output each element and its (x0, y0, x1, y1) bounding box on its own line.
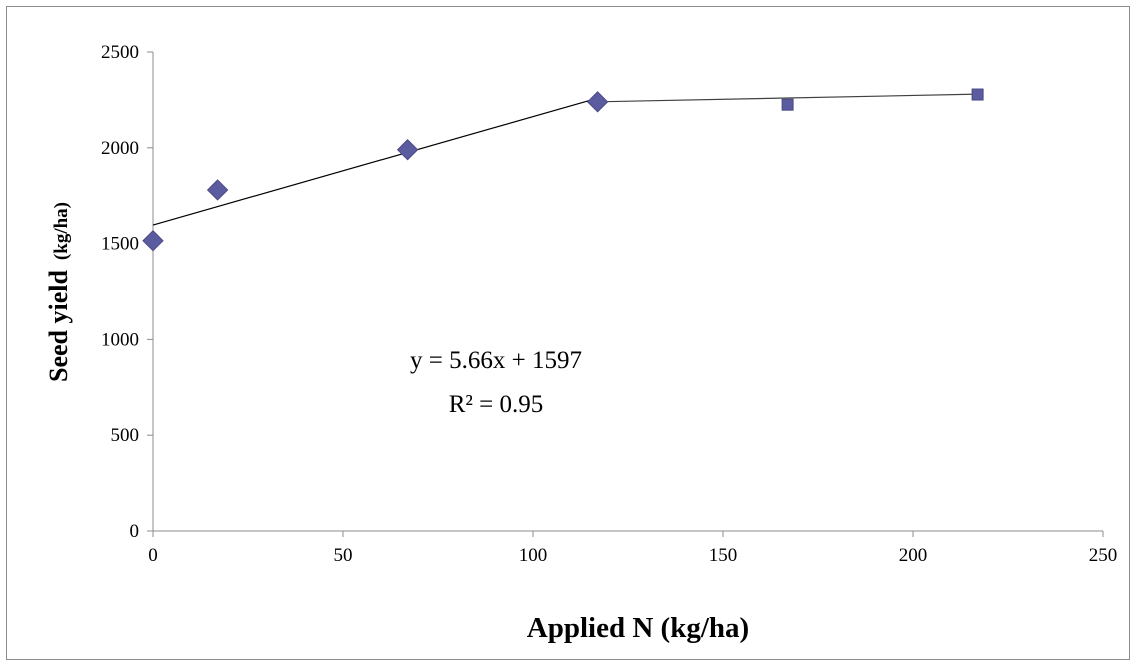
y-tick-label: 1500 (101, 234, 139, 255)
y-tick-label: 2500 (101, 42, 139, 63)
y-tick-label: 1000 (101, 329, 139, 350)
diamond-point (588, 92, 608, 112)
y-tick-label: 500 (111, 425, 140, 446)
diamond-point (398, 140, 418, 160)
r-squared-label: R² = 0.95 (449, 391, 544, 418)
axes (153, 52, 1103, 531)
y-axis-title: Seed yield (kg/ha) (44, 202, 73, 382)
x-tick-label: 200 (899, 545, 928, 566)
x-ticks: 0 50 100 150 200 250 (148, 531, 1117, 566)
x-tick-label: 100 (519, 545, 548, 566)
x-axis-title: Applied N (kg/ha) (527, 612, 749, 644)
diamond-point (208, 180, 228, 200)
square-point (972, 89, 983, 100)
data-points (143, 89, 983, 251)
svg-text:Seed yield (kg/ha): Seed yield (kg/ha) (44, 202, 73, 382)
x-tick-label: 0 (148, 545, 158, 566)
regression-equation: y = 5.66x + 1597 (410, 347, 582, 374)
x-tick-label: 150 (709, 545, 738, 566)
y-axis-title-unit: (kg/ha) (51, 202, 72, 260)
y-ticks: 0 500 1000 1500 2000 2500 (101, 42, 153, 542)
linear-fit-line (153, 98, 598, 225)
x-tick-label: 50 (334, 545, 353, 566)
y-tick-label: 2000 (101, 138, 139, 159)
x-tick-label: 250 (1089, 545, 1118, 566)
square-point (782, 99, 793, 110)
fit-lines (153, 94, 978, 225)
y-tick-label: 0 (130, 521, 140, 542)
y-axis-title-main: Seed yield (44, 270, 73, 382)
diamond-point (143, 231, 163, 251)
